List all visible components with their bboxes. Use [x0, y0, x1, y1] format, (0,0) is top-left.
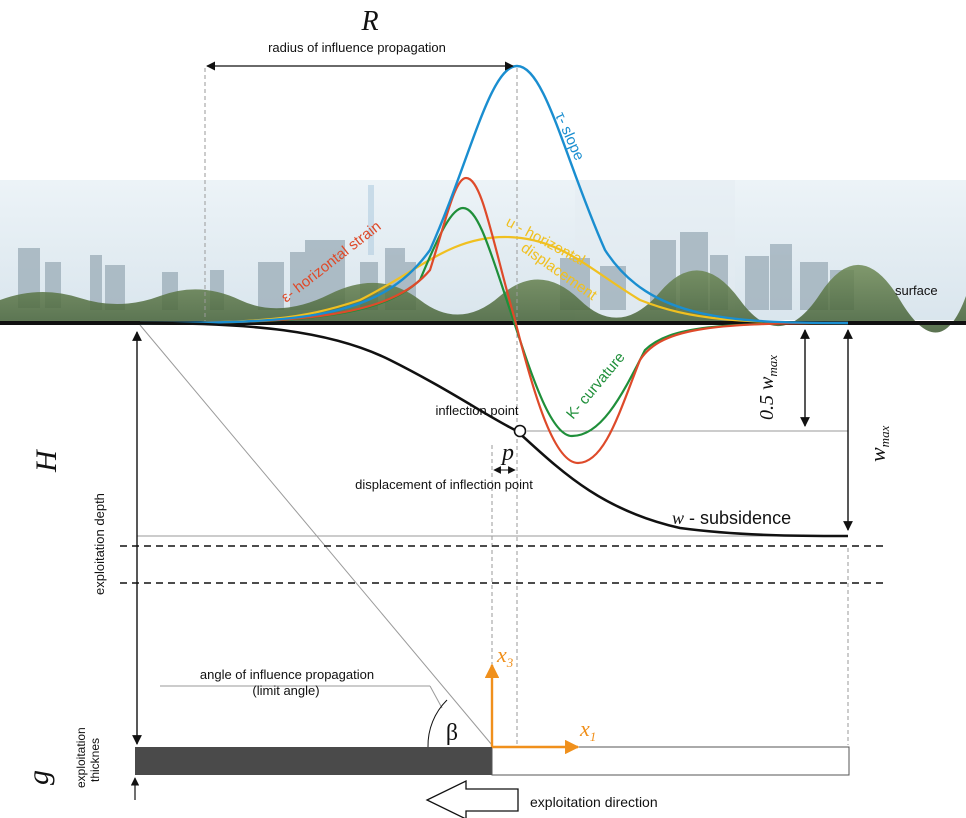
slope-curve	[139, 64, 849, 325]
displacement-curve	[139, 235, 849, 325]
surface-label: surface	[895, 283, 938, 298]
subsidence-curve	[139, 321, 849, 538]
exploitation-depth-label: exploitation depth	[92, 493, 107, 595]
beta-label: β	[446, 720, 458, 746]
displacement-of-inflection-label: displacement of inflection point	[355, 477, 533, 492]
x3-label: x3	[496, 642, 514, 670]
unexploited-seam	[491, 746, 850, 776]
beta-arc	[427, 699, 448, 748]
g-label: g	[22, 770, 55, 785]
H-label: H	[30, 448, 63, 473]
exploitation-direction-arrow	[425, 779, 519, 818]
angle-of-influence-label: angle of influence propagation	[200, 667, 374, 682]
wmax-label: wmax	[865, 425, 892, 462]
radius-label: radius of influence propagation	[268, 40, 446, 55]
thin-guide-lines	[137, 324, 848, 746]
construction-lines	[204, 68, 849, 745]
exploitation-direction-label: exploitation direction	[530, 794, 658, 810]
p-label: p	[500, 440, 514, 466]
strain-curve	[139, 176, 849, 465]
inflection-point-marker	[513, 424, 527, 438]
depth-break-lines	[120, 545, 885, 584]
half-wmax-label: 0.5 wmax	[756, 355, 780, 420]
limit-angle-label: (limit angle)	[252, 683, 319, 698]
slope-label: τ- slope	[551, 110, 587, 163]
inflection-point-label: inflection point	[435, 403, 518, 418]
R-label: R	[360, 6, 378, 37]
x1-label: x1	[579, 716, 596, 744]
subsidence-label: w - subsidence	[672, 508, 791, 528]
exploitation-thicknes-label-2: thicknes	[88, 738, 102, 782]
exploitation-thicknes-label-1: exploitation	[74, 727, 88, 788]
exploited-seam	[135, 747, 492, 775]
